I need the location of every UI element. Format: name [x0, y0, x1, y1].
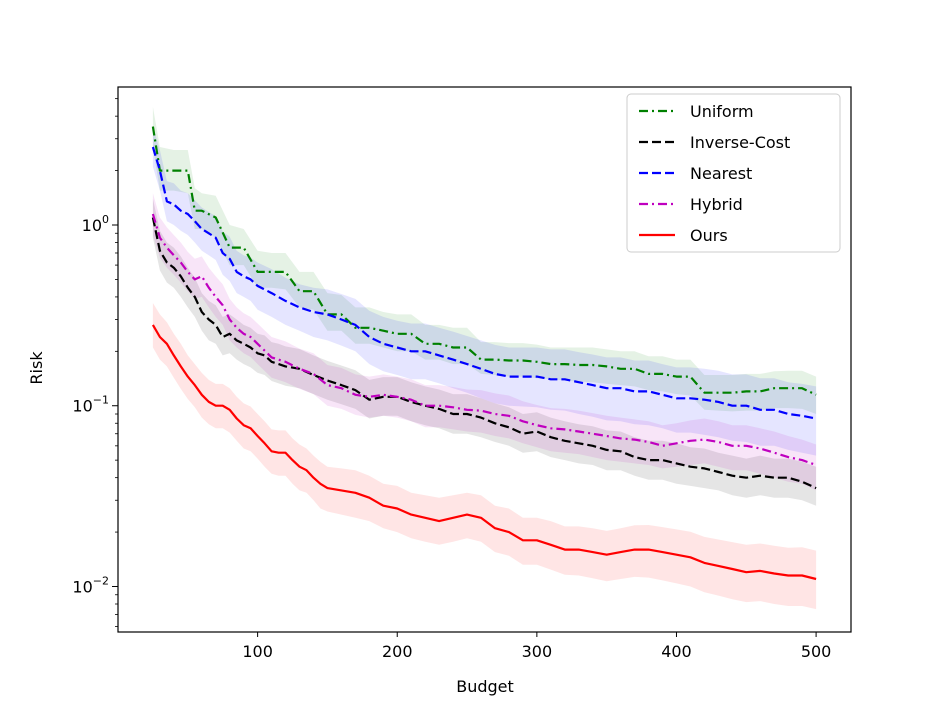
y-tick-label: 10−2: [72, 574, 109, 596]
confidence-bands: [152, 106, 817, 610]
x-tick-label: 100: [242, 642, 273, 661]
band-uniform: [152, 106, 817, 415]
series-line-uniform: [151, 126, 817, 396]
y-axis-label: Risk: [27, 351, 46, 385]
plot-frame: [117, 86, 852, 633]
y-tick-label: 100: [82, 213, 109, 235]
legend-label: Uniform: [690, 102, 754, 121]
series-lines: [151, 126, 817, 581]
legend-label: Ours: [690, 226, 728, 245]
legend: Uniform Inverse-Cost Nearest Hybrid Ours: [626, 93, 841, 253]
legend-label: Nearest: [690, 164, 752, 183]
x-tick-label: 300: [522, 642, 553, 661]
series-line-nearest: [151, 146, 817, 420]
series-line-hybrid: [151, 213, 817, 467]
series-line-inverse-cost: [151, 217, 817, 490]
y-tick-label: 10−1: [72, 394, 109, 416]
x-axis-label: Budget: [456, 677, 514, 696]
x-tick-label: 500: [801, 642, 832, 661]
band-nearest: [152, 126, 817, 456]
band-ours: [152, 303, 817, 610]
series-line-ours: [151, 324, 817, 581]
legend-label: Hybrid: [690, 195, 743, 214]
x-tick-label: 400: [661, 642, 692, 661]
legend-box: [626, 93, 841, 253]
axes: 100 200 300 400 500 100 10−1 10−2: [72, 86, 852, 661]
band-hybrid: [152, 193, 817, 491]
x-tick-label: 200: [382, 642, 413, 661]
band-inverse-cost: [152, 198, 817, 506]
legend-label: Inverse-Cost: [690, 133, 790, 152]
